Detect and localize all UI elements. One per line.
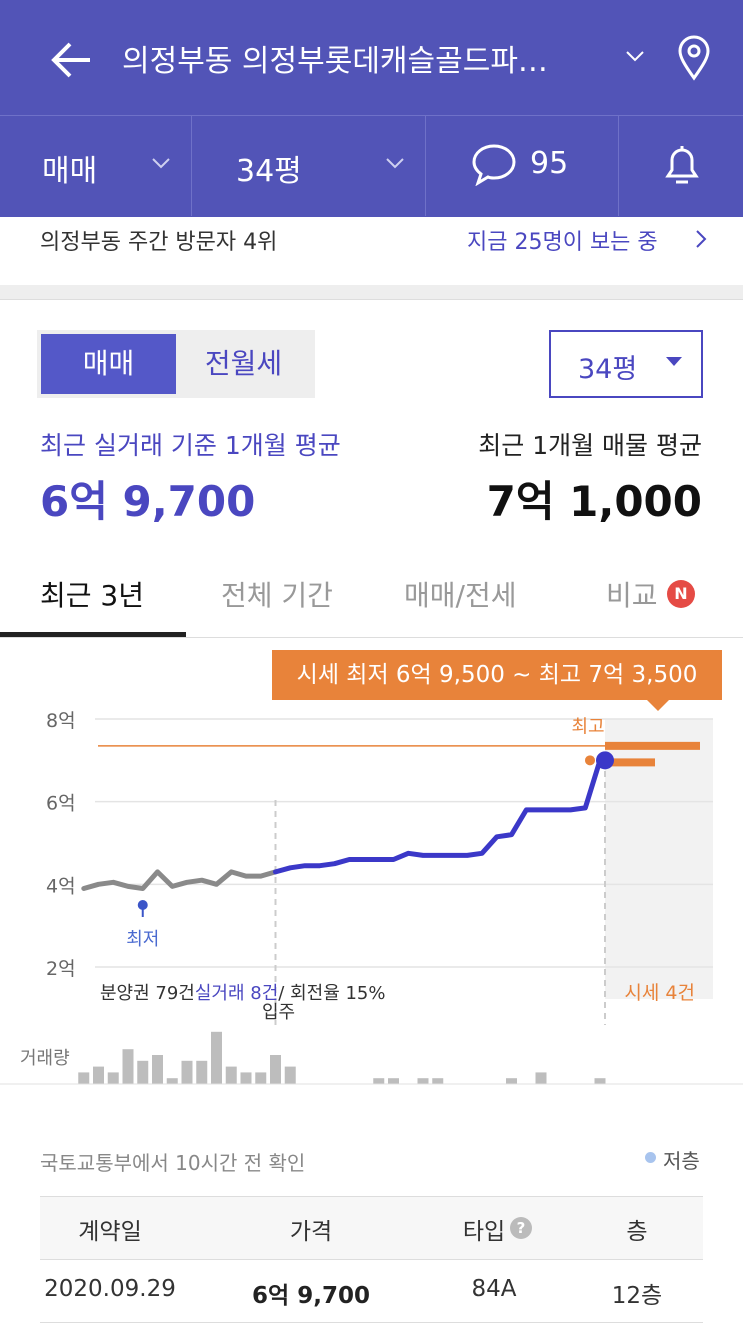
tab-border: [0, 637, 743, 638]
toggle-active[interactable]: 매매: [41, 334, 176, 394]
legend-dot: [645, 1152, 656, 1163]
banner-pointer: [646, 699, 670, 711]
summary-value: 7억 1,000: [486, 477, 702, 526]
header-title: 의정부동 의정부롯데캐슬골드파…: [122, 44, 548, 79]
table-cell: 타입: [462, 1219, 506, 1245]
divider: [191, 115, 192, 216]
volume-bar: [388, 1078, 399, 1084]
low-label: 최저: [126, 929, 159, 950]
divider: [425, 115, 426, 216]
volume-bar: [432, 1078, 444, 1084]
trade-stats: 분양권 79건실거래 8건/ 회전율 15%: [100, 983, 386, 1004]
volume-bar: [122, 1049, 134, 1084]
summary-label: 최근 실거래 기준 1개월 평균: [40, 431, 341, 460]
volume-bar: [594, 1078, 606, 1084]
table-cell: 층: [626, 1219, 648, 1245]
divider: [618, 115, 619, 216]
volume-bar: [137, 1060, 149, 1084]
comment-icon[interactable]: [470, 142, 518, 186]
y-tick-label: 4억: [46, 875, 76, 897]
filter-bar: [0, 115, 743, 217]
low-point: [137, 900, 148, 910]
volume-bar: [152, 1055, 163, 1084]
market-low-bar: [605, 758, 655, 767]
market-count: 시세 4건: [624, 982, 695, 1004]
stat-turnover: / 회전율 15%: [278, 983, 385, 1004]
dropdown-icon[interactable]: [624, 48, 646, 64]
trade-filter[interactable]: 매매: [42, 154, 98, 189]
volume-bar: [284, 1066, 296, 1084]
market-high-bar: [605, 741, 700, 750]
volume-bar: [255, 1072, 267, 1084]
table-cell: 6억 9,700: [252, 1283, 370, 1309]
price-banner: 시세 최저 6억 9,500 ~ 최고 7억 3,500: [272, 650, 722, 700]
period-tab[interactable]: 최근 3년: [40, 579, 144, 612]
dropdown-icon: [386, 158, 404, 169]
volume-bar: [240, 1072, 252, 1084]
high-point-marker: [585, 755, 595, 766]
volume-bar: [93, 1066, 104, 1084]
size-select-label: 34평: [578, 354, 638, 385]
toggle-option[interactable]: 전월세: [204, 347, 283, 380]
stat-deals: 실거래 8건: [195, 983, 278, 1004]
volume-bar: [107, 1072, 119, 1084]
tab-underline: [0, 632, 186, 637]
volume-bar: [225, 1066, 237, 1084]
high-label: 최고: [571, 716, 604, 737]
table-cell: 계약일: [78, 1219, 142, 1245]
size-select[interactable]: [549, 330, 703, 398]
volume-bar: [181, 1060, 193, 1084]
dropdown-icon: [152, 158, 170, 169]
volume-bar: [166, 1078, 178, 1084]
visitor-rank: 의정부동 주간 방문자 4위: [40, 230, 278, 255]
volume-bar: [196, 1060, 208, 1084]
volume-bar: [506, 1078, 517, 1084]
table-cell: 2020.09.29: [44, 1276, 176, 1302]
summary-value: 6억 9,700: [40, 477, 256, 526]
chevron: [696, 230, 707, 248]
volume-bar: [78, 1072, 90, 1084]
period-tab[interactable]: 전체 기간: [221, 579, 333, 612]
y-tick-label: 6억: [46, 793, 76, 815]
caret: [666, 357, 682, 366]
volume-bar: [535, 1072, 547, 1084]
period-tab[interactable]: 비교: [606, 579, 658, 612]
volume-bar: [373, 1078, 385, 1084]
y-tick-label: 2억: [46, 958, 76, 980]
table-cell: 12층: [611, 1283, 663, 1309]
volume-bar: [417, 1078, 429, 1084]
location-icon[interactable]: [676, 34, 712, 82]
summary-label: 최근 1개월 매물 평균: [478, 431, 702, 460]
table-cell: 84A: [471, 1276, 517, 1302]
live-viewers[interactable]: 지금 25명이 보는 중: [467, 230, 658, 255]
high-point: [596, 751, 614, 770]
volume-label: 거래량: [20, 1048, 70, 1069]
period-tab[interactable]: 매매/전세: [404, 579, 517, 612]
bell-icon[interactable]: [662, 140, 702, 188]
legend-label: 저층: [663, 1149, 700, 1173]
section-gap: [0, 285, 743, 300]
table-header: [40, 1196, 703, 1260]
volume-bar: [270, 1055, 281, 1084]
table-cell: 가격: [289, 1219, 333, 1245]
source-note: 국토교통부에서 10시간 전 확인: [40, 1151, 306, 1175]
size-filter[interactable]: 34평: [236, 154, 302, 189]
move-in-label: 입주: [262, 1002, 295, 1023]
volume-bar: [211, 1031, 222, 1084]
top-bar: [0, 0, 743, 115]
back-icon[interactable]: [48, 38, 94, 82]
new-badge: N: [667, 580, 695, 608]
svg-text:?: ?: [517, 1219, 526, 1237]
comment-count: 95: [530, 146, 569, 181]
chart: 2억4억6억8억2018.012019.012020.01입주최고최저분양권 7…: [0, 710, 743, 1085]
help-icon[interactable]: ?: [509, 1216, 533, 1240]
stat-presale: 분양권 79건: [100, 983, 195, 1004]
y-tick-label: 8억: [46, 710, 76, 732]
price-line: [273, 757, 603, 875]
price-line: [81, 869, 278, 891]
